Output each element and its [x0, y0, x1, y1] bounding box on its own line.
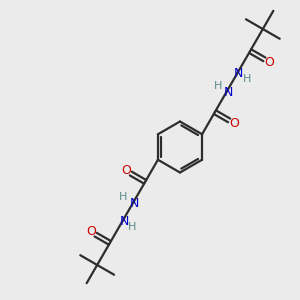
Text: O: O: [264, 56, 274, 69]
Text: N: N: [224, 85, 233, 99]
Text: H: H: [119, 192, 128, 202]
Text: O: O: [229, 117, 239, 130]
Text: N: N: [130, 197, 139, 210]
Text: O: O: [121, 164, 131, 177]
Text: H: H: [214, 81, 222, 91]
Text: O: O: [86, 225, 96, 239]
Text: H: H: [128, 221, 137, 232]
Text: N: N: [119, 215, 129, 228]
Text: H: H: [243, 74, 251, 84]
Text: N: N: [234, 68, 243, 80]
